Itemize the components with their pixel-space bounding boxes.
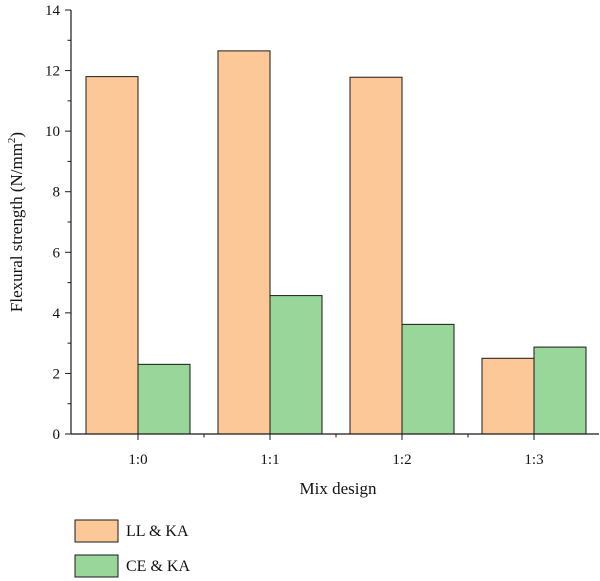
y-axis-title-suffix: ) [7, 132, 26, 138]
y-tick-label: 14 [45, 3, 61, 19]
y-ticks-group: 0 2 4 6 8 10 12 14 [45, 3, 71, 443]
x-tick-label: 1:3 [524, 452, 543, 468]
y-tick-label: 0 [53, 427, 61, 443]
legend-label-ce-ka: CE & KA [126, 558, 190, 575]
y-tick-label: 6 [53, 245, 61, 261]
bar-ce-ka-1-0 [137, 363, 191, 435]
plot-area: 0 2 4 6 8 10 12 14 1:0 1:1 1:2 1:3 [45, 3, 599, 468]
bar-ll-ka-1-2 [349, 76, 403, 435]
bar-ll-ka-1-1 [217, 50, 271, 435]
y-axis-title: Flexural strength (N/mm2) [6, 132, 26, 312]
y-tick-label: 4 [53, 306, 61, 322]
y-tick-label: 8 [53, 185, 61, 201]
legend: LL & KA CE & KA [74, 519, 190, 578]
x-ticks-group: 1:0 1:1 1:2 1:3 [128, 434, 544, 468]
y-tick-label: 2 [53, 366, 61, 382]
bar-ll-ka-1-0 [85, 76, 139, 435]
x-axis-title: Mix design [300, 479, 377, 498]
bar-ll-ka-1-3 [481, 357, 535, 435]
y-tick-label: 12 [45, 64, 60, 80]
bar-ce-ka-1-1 [269, 295, 323, 435]
legend-swatch-ce-ka [74, 554, 119, 578]
x-tick-label: 1:2 [392, 452, 411, 468]
x-tick-label: 1:1 [260, 452, 279, 468]
bar-ce-ka-1-2 [401, 323, 455, 435]
y-axis-title-superscript: 2 [6, 138, 18, 144]
bars-group [85, 50, 587, 435]
legend-label-ll-ka: LL & KA [126, 523, 189, 540]
y-tick-label: 10 [45, 124, 60, 140]
bar-ce-ka-1-3 [533, 346, 587, 435]
legend-swatch-ll-ka [74, 519, 119, 543]
x-tick-label: 1:0 [128, 452, 147, 468]
